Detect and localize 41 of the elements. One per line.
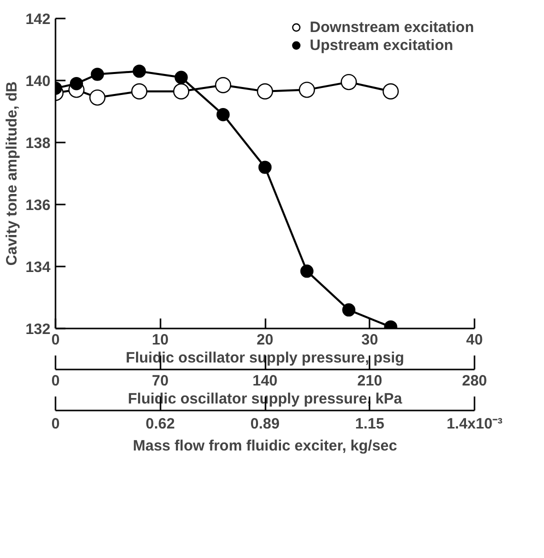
- point: [90, 68, 104, 81]
- point: [298, 82, 315, 98]
- point: [258, 160, 272, 174]
- legend-label: Downstream excitation: [310, 18, 474, 36]
- legend-label: Upstream excitation: [310, 36, 454, 54]
- point: [70, 77, 84, 90]
- y-axis-title: Cavity tone amplitude, dB: [3, 81, 20, 266]
- y-tick-label: 142: [25, 11, 51, 28]
- x2-tick-label: 0: [51, 372, 60, 390]
- point: [256, 83, 274, 100]
- point: [300, 264, 314, 278]
- x2-tick-label: 210: [357, 372, 382, 390]
- point: [132, 64, 146, 78]
- x-tick-label: 10: [152, 332, 169, 348]
- y-tick-label: 136: [25, 197, 51, 214]
- text: 0: [51, 416, 60, 432]
- y-tick-label: 140: [25, 73, 51, 90]
- x2-tick-label: 280: [462, 372, 488, 390]
- point: [131, 83, 148, 100]
- text: 0.89: [250, 416, 280, 432]
- x-tick-label: 40: [466, 332, 483, 348]
- point: [342, 303, 356, 316]
- x2-tick-label: 140: [252, 372, 278, 390]
- point: [89, 89, 106, 106]
- text: 1.15: [355, 416, 384, 432]
- point: [382, 83, 399, 100]
- x-tick-label: 0: [51, 332, 60, 348]
- point: [340, 74, 357, 90]
- text: 0.62: [146, 416, 175, 432]
- y-tick-label: 134: [25, 259, 52, 276]
- text: Mass flow from fluidic exciter, kg/sec: [132, 438, 398, 454]
- y-tick-label: 138: [25, 135, 51, 152]
- x-tick-label: 30: [361, 332, 378, 348]
- point: [216, 108, 230, 122]
- y-tick-label: 132: [25, 321, 51, 338]
- x-tick-label: 20: [256, 332, 274, 348]
- x2-tick-label: 70: [152, 372, 169, 390]
- point: [174, 70, 188, 84]
- point: [173, 83, 190, 100]
- point: [215, 77, 232, 94]
- text: 1.4x10⁻³: [446, 416, 502, 432]
